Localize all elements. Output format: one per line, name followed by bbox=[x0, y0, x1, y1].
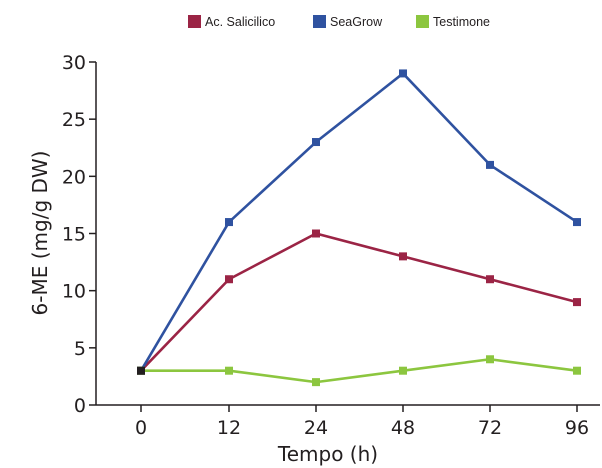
legend-label: Testimone bbox=[433, 15, 490, 29]
data-point-origin bbox=[137, 366, 145, 375]
y-tick-label: 15 bbox=[62, 224, 86, 246]
legend-label: Ac. Salicilico bbox=[205, 15, 275, 29]
y-tick-label: 0 bbox=[74, 395, 86, 417]
data-point bbox=[486, 275, 494, 284]
data-point bbox=[225, 275, 233, 284]
y-tick-label: 30 bbox=[62, 52, 86, 74]
series-ac-salicilico bbox=[137, 229, 581, 375]
y-tick-label: 5 bbox=[74, 338, 86, 360]
data-point bbox=[225, 366, 233, 375]
series-line bbox=[141, 357, 578, 384]
x-tick-label: 72 bbox=[478, 417, 502, 439]
series-seagrow bbox=[137, 69, 581, 375]
legend-swatch bbox=[188, 15, 201, 28]
y-ticks: 0 5 10 15 20 25 30 bbox=[62, 52, 96, 417]
data-point bbox=[573, 366, 581, 375]
data-point bbox=[486, 160, 494, 169]
x-tick-label: 24 bbox=[304, 417, 328, 439]
y-tick-label: 10 bbox=[62, 281, 86, 303]
x-tick-label: 0 bbox=[135, 417, 147, 439]
data-point bbox=[312, 229, 320, 238]
series-group bbox=[137, 69, 581, 387]
data-point bbox=[486, 355, 494, 364]
data-point bbox=[312, 378, 320, 387]
y-tick-label: 20 bbox=[62, 166, 86, 188]
data-point bbox=[225, 218, 233, 227]
series-testimone bbox=[137, 355, 581, 387]
legend-swatch bbox=[313, 15, 326, 28]
series-line bbox=[139, 72, 578, 372]
legend-label: SeaGrow bbox=[330, 15, 383, 29]
data-point bbox=[399, 69, 407, 78]
x-tick-label: 96 bbox=[565, 417, 589, 439]
x-ticks: 0 12 24 48 72 96 bbox=[135, 405, 589, 439]
legend: Ac. Salicilico SeaGrow Testimone bbox=[188, 15, 490, 29]
series-line bbox=[140, 232, 578, 372]
data-point bbox=[573, 218, 581, 227]
x-axis-label: Tempo (h) bbox=[277, 442, 378, 466]
data-point bbox=[312, 138, 320, 147]
y-axis-label: 6-ME (mg/g DW) bbox=[28, 151, 52, 316]
y-tick-label: 25 bbox=[62, 109, 86, 131]
data-point bbox=[399, 252, 407, 261]
axes bbox=[95, 62, 600, 406]
data-point bbox=[573, 298, 581, 307]
data-point bbox=[399, 366, 407, 375]
legend-swatch bbox=[416, 15, 429, 28]
x-tick-label: 12 bbox=[217, 417, 241, 439]
x-tick-label: 48 bbox=[391, 417, 415, 439]
